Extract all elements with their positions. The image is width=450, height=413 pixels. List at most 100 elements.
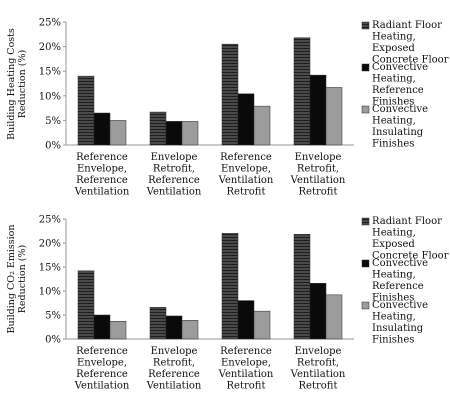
bar [293,37,311,146]
y-axis-label-line: Building CO₂ Emission [6,224,17,333]
x-category-label: Reference [76,152,128,163]
y-tick-label: 0% [45,335,61,346]
x-category-label: Envelope, [77,164,127,175]
legend-label: Reference [372,85,424,96]
x-category-label: Envelope [151,346,198,357]
legend-label: Finishes [372,139,414,150]
legend-label: Exposed [372,239,415,250]
x-category-label: Retrofit [227,187,266,198]
legend-label: Radiant Floor [372,216,442,227]
legend-label: Heating, [372,228,416,239]
legend-label: Convective [372,300,428,311]
bar [325,294,343,340]
bar [221,233,239,340]
y-tick-label: 25% [39,215,61,226]
legend-label: Reference [372,281,424,292]
bar [253,310,271,340]
legend-label: Convective [372,104,428,115]
x-category-label: Reference [76,175,128,186]
legend-swatch [361,105,370,114]
legend-label: Finishes [372,97,414,108]
y-tick-label: 20% [39,42,61,53]
legend-swatch [361,21,370,30]
bar [237,300,255,340]
x-category-label: Envelope, [221,358,271,369]
x-category-label: Retrofit, [153,164,195,175]
x-category-label: Ventilation [146,381,202,392]
x-category-label: Envelope [151,152,198,163]
x-category-label: Ventilation [218,175,274,186]
bar [149,111,167,146]
y-tick-label: 20% [39,239,61,250]
legend-label: Concrete Floor [372,251,449,262]
bar [77,270,95,340]
legend-swatch [361,259,370,268]
bar [237,93,255,146]
x-category-label: Retrofit, [297,164,339,175]
bar [181,320,199,340]
x-category-label: Reference [76,346,128,357]
legend-label: Concrete Floor [372,55,449,66]
legend-label: Heating, [372,74,416,85]
legend-label: Heating, [372,312,416,323]
x-category-label: Retrofit [299,187,338,198]
bar [325,87,343,146]
legend-swatch [361,63,370,72]
legend-swatch [361,217,370,226]
bar [253,105,271,146]
y-tick-label: 5% [45,311,61,322]
x-category-label: Ventilation [74,187,130,198]
bar [165,315,183,340]
co2-emission-chart: 0% 5% 10% 15% 20% 25% Building CO₂ EmissionRed… [6,215,449,392]
x-category-label: Reference [220,346,272,357]
x-category-label: Reference [76,369,128,380]
y-axis-label-line: Reduction (%) [17,50,28,118]
x-category-label: Ventilation [146,187,202,198]
x-category-label: Ventilation [74,381,130,392]
bar [309,283,327,340]
bar [221,43,239,146]
y-tick-label: 0% [45,141,61,152]
bar [181,121,199,146]
x-category-label: Envelope [295,152,342,163]
legend-label: Convective [372,62,428,73]
legend-label: Finishes [372,335,414,346]
y-tick-label: 15% [39,263,61,274]
legend-label: Heating, [372,270,416,281]
y-tick-label: 10% [39,287,61,298]
legend-label: Insulating [372,127,424,138]
legend-label: Exposed [372,43,415,54]
x-category-label: Envelope [295,346,342,357]
bar [109,120,127,146]
x-category-label: Retrofit, [153,358,195,369]
legend-label: Convective [372,258,428,269]
bar [165,121,183,146]
bar [77,75,95,146]
x-category-label: Reference [220,152,272,163]
x-category-label: Ventilation [290,369,346,380]
x-category-label: Envelope, [221,164,271,175]
bar [149,307,167,340]
x-category-label: Ventilation [290,175,346,186]
x-category-label: Reference [148,369,200,380]
y-tick-label: 25% [39,18,61,29]
legend-label: Radiant Floor [372,20,442,31]
x-category-label: Envelope, [77,358,127,369]
legend-swatch [361,301,370,310]
y-axis-label-line: Building Heating Costs [6,28,17,140]
x-category-label: Retrofit, [297,358,339,369]
bar [93,112,111,146]
bar [293,234,311,340]
legend-label: Heating, [372,32,416,43]
bar [93,314,111,340]
y-axis-label: Building Heating CostsReduction (%) [6,28,28,140]
y-axis-label: Building CO₂ EmissionReduction (%) [6,224,28,333]
x-category-label: Ventilation [218,369,274,380]
y-tick-label: 5% [45,116,61,127]
x-category-label: Reference [148,175,200,186]
y-tick-label: 15% [39,67,61,78]
x-category-label: Retrofit [299,381,338,392]
heating-costs-chart: 0%5%10%15%20%25%Building Heating CostsRe… [6,18,449,198]
legend-label: Heating, [372,116,416,127]
